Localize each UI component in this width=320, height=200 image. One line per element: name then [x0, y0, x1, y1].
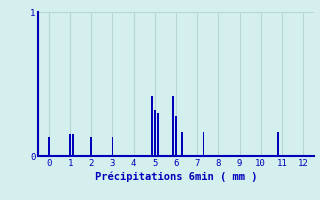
Bar [72, 134, 74, 156]
Bar [181, 132, 183, 156]
Bar [90, 137, 92, 156]
Bar [154, 110, 156, 156]
X-axis label: Précipitations 6min ( mm ): Précipitations 6min ( mm ) [95, 172, 257, 182]
Bar [175, 116, 177, 156]
Bar [277, 132, 279, 156]
Bar [172, 96, 174, 156]
Bar [203, 132, 204, 156]
Bar [48, 137, 50, 156]
Bar [157, 113, 159, 156]
Bar [112, 137, 114, 156]
Bar [69, 134, 71, 156]
Bar [151, 96, 153, 156]
